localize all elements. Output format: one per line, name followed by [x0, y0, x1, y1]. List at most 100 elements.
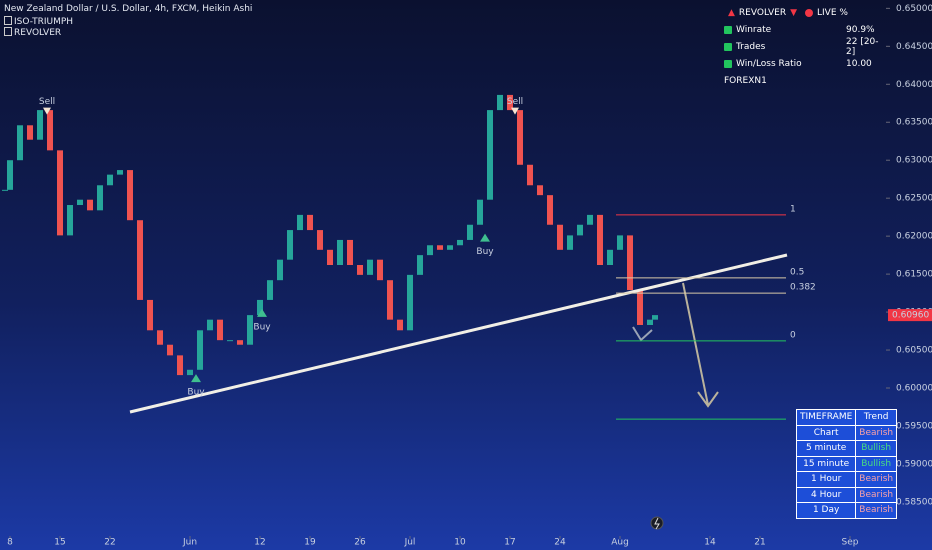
candle [597, 214, 603, 265]
timeframe-cell: 1 Day [795, 502, 857, 519]
live-label: LIVE % [817, 7, 848, 18]
header-cell: Trend [855, 409, 898, 426]
timeframe-cell: 5 minute [795, 440, 857, 457]
candle [177, 355, 183, 376]
x-tick-label: 22 [104, 538, 115, 548]
x-tick-label: 12 [254, 538, 265, 548]
signal-marker [511, 107, 519, 115]
candle [37, 110, 43, 140]
candle [257, 299, 263, 316]
candle [137, 220, 143, 300]
candle [437, 245, 443, 250]
candle [227, 340, 233, 342]
x-tick-label: 8 [7, 538, 13, 548]
stat-value: 90.9% [846, 24, 875, 35]
trend-cell: Bullish [855, 455, 898, 472]
timeframe-cell: 1 Hour [795, 471, 857, 488]
y-tick-label: 0.65000 [896, 4, 932, 14]
trend-cell: Bullish [855, 440, 898, 457]
signal-marker [191, 374, 201, 383]
icon: ▼ [790, 7, 797, 18]
candle [187, 369, 193, 376]
stat-label: Trades [736, 41, 766, 52]
stat-row: Trades 22 [20-2] [724, 36, 884, 57]
y-tick-label: 0.62000 [896, 232, 932, 242]
x-tick-label: 21 [754, 538, 765, 548]
candle [647, 319, 653, 325]
candle [157, 330, 163, 345]
candle [77, 199, 83, 206]
candle [507, 94, 513, 111]
table-header: TIMEFRAME Trend [795, 409, 898, 426]
candle [587, 214, 593, 225]
signal-marker [480, 233, 490, 242]
candle [427, 245, 433, 256]
candle [367, 259, 373, 275]
stat-label: Winrate [736, 24, 772, 35]
fib-level-label: 1 [790, 204, 796, 214]
fib-level-label: 0.382 [790, 283, 816, 293]
candle [652, 315, 658, 320]
candle [2, 189, 8, 191]
candle [347, 239, 353, 265]
candle [57, 150, 63, 236]
candle [17, 125, 23, 161]
trend-cell: Bearish [855, 424, 898, 441]
x-tick-label: Sep [842, 538, 859, 548]
replay-icon[interactable] [650, 516, 664, 530]
x-tick-label: Aug [611, 538, 629, 548]
candle [147, 299, 153, 331]
candle [527, 164, 533, 186]
candle [47, 110, 53, 151]
indicator-name: REVOLVER [14, 28, 62, 38]
x-tick-label: 15 [54, 538, 65, 548]
x-tick-label: Jun [182, 538, 197, 548]
fib-level-label: 0.5 [790, 267, 804, 277]
replay-icon-bolt [654, 517, 660, 530]
table-row: 15 minute Bullish [795, 455, 898, 472]
candle [487, 110, 493, 200]
candle [67, 205, 73, 236]
icon: ▲ [728, 7, 735, 18]
candle [297, 214, 303, 231]
projection-arrow [682, 282, 719, 408]
candle [27, 125, 33, 140]
table-row: 4 Hour Bearish [795, 486, 898, 503]
y-tick-label: 0.61500 [896, 270, 932, 280]
panel-header: ▲ REVOLVER ▼ LIVE % [724, 4, 884, 21]
candle [457, 239, 463, 246]
candle [577, 224, 583, 236]
candle [407, 274, 413, 331]
y-tick-label: 0.63500 [896, 118, 932, 128]
candle [467, 224, 473, 240]
y-tick-label: 0.64000 [896, 80, 932, 90]
stat-value: 22 [20-2] [846, 36, 879, 57]
candle [167, 344, 173, 356]
table-row: Chart Bearish [795, 424, 898, 441]
candle [537, 185, 543, 196]
panel-title: REVOLVER [738, 7, 787, 18]
y-tick-label: 0.58500 [896, 497, 932, 507]
candle [627, 235, 633, 291]
candle [337, 239, 343, 265]
small-arrow [632, 326, 653, 342]
candle [247, 315, 253, 345]
stat-row: Win/Loss Ratio 10.00 [724, 55, 884, 72]
trend-cell: Bearish [855, 502, 898, 519]
signal-label: Sell [507, 97, 523, 107]
y-tick-label: 0.60500 [896, 346, 932, 356]
signal-label: Sell [39, 97, 55, 107]
candle [357, 265, 363, 275]
timeframe-cell: Chart [795, 424, 857, 441]
table-row: 1 Day Bearish [795, 502, 898, 519]
signal-marker [43, 107, 51, 115]
candles [2, 94, 658, 376]
candle [87, 199, 93, 211]
candle [547, 195, 553, 225]
stats-panel: ▲ REVOLVER ▼ LIVE % Winrate 90.9% Trades 22… [724, 4, 884, 89]
candle [517, 110, 523, 165]
check-icon [724, 59, 732, 68]
last-price-box [888, 309, 932, 322]
